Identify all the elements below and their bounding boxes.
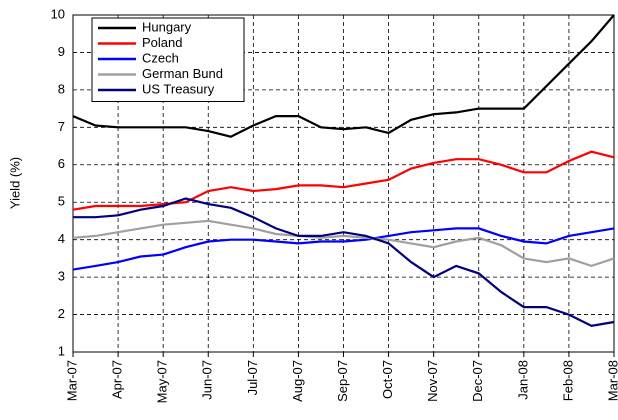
y-tick-label: 10 <box>51 6 65 21</box>
y-tick-label: 9 <box>58 44 65 59</box>
y-tick-label: 2 <box>58 306 65 321</box>
x-tick-label: Oct-07 <box>380 360 395 399</box>
x-tick-label: Feb-08 <box>560 360 575 401</box>
series-line <box>72 227 615 271</box>
plot-frame <box>72 14 615 353</box>
x-tick-label: Jul-07 <box>245 360 260 395</box>
legend-label: Poland <box>142 35 182 50</box>
series-line <box>72 14 615 138</box>
y-axis-label: Yield (%) <box>7 157 22 209</box>
x-tick-label: Jun-07 <box>200 360 215 400</box>
x-tick-label: Mar-08 <box>605 360 618 401</box>
x-tick-label: Apr-07 <box>110 360 125 399</box>
series-line <box>72 219 615 268</box>
legend-label: Czech <box>142 50 179 65</box>
y-tick-label: 1 <box>58 343 65 358</box>
x-tick-label: Nov-07 <box>425 360 440 402</box>
y-tick-label: 5 <box>58 194 65 209</box>
x-tick-label: Dec-07 <box>470 360 485 402</box>
y-tick-label: 6 <box>58 156 65 171</box>
y-tick-label: 4 <box>58 231 65 246</box>
series-line <box>72 150 615 211</box>
legend-label: US Treasury <box>142 81 215 96</box>
x-tick-label: Sep-07 <box>335 360 350 402</box>
x-tick-label: Mar-07 <box>64 360 79 401</box>
y-tick-label: 3 <box>58 269 65 284</box>
y-tick-label: 7 <box>58 119 65 134</box>
y-tick-label: 8 <box>58 81 65 96</box>
x-tick-label: Aug-07 <box>290 360 305 402</box>
legend-label: German Bund <box>142 66 223 81</box>
x-tick-label: Jan-08 <box>515 360 530 400</box>
legend-label: Hungary <box>142 19 192 34</box>
x-tick-label: May-07 <box>155 360 170 403</box>
series-line <box>73 197 615 327</box>
